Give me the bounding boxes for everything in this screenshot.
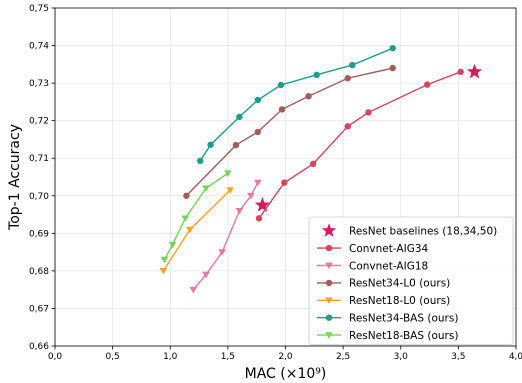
legend: ResNet baselines (18,34,50) Convnet-AIG34…: [308, 216, 514, 346]
y-tick-label: 0,66: [29, 342, 49, 352]
y-tick-label: 0,72: [29, 117, 49, 127]
data-point: [168, 241, 177, 249]
legend-marker: [325, 279, 333, 287]
data-point: [186, 226, 194, 234]
data-point: [254, 179, 262, 187]
data-point: [389, 64, 396, 72]
data-point: [278, 106, 286, 113]
data-point: [255, 215, 263, 222]
legend-marker: [325, 244, 333, 252]
y-tick-label: 0,68: [29, 267, 49, 277]
data-point: [457, 68, 464, 76]
data-point: [247, 192, 255, 200]
data-point: [254, 128, 262, 136]
data-point: [197, 157, 204, 165]
series-5: [197, 44, 396, 165]
data-point: [189, 286, 198, 294]
series-line: [258, 71, 461, 219]
legend-item: Convnet-AIG18: [317, 260, 428, 272]
legend-marker: [325, 297, 333, 304]
ticks: 0,0 0,5 1,0 1,5 2,0 2,5 3,0 3,5 4,0 0,66 0,67 0,68 0…: [29, 4, 522, 362]
data-point: [226, 187, 234, 194]
x-tick-label: 1,5: [221, 352, 235, 362]
legend-label: Convnet-AIG34: [349, 243, 429, 255]
x-tick-label: 0,0: [48, 352, 63, 362]
legend-item: Convnet-AIG34: [317, 243, 429, 255]
legend-marker: [325, 262, 333, 270]
legend-label: ResNet18-L0 (ours): [349, 295, 450, 307]
data-point: [207, 141, 214, 148]
legend-label: ResNet34-L0 (ours): [349, 278, 450, 290]
data-point: [344, 75, 351, 82]
y-tick-label: 0,74: [29, 42, 49, 52]
series-6: [160, 170, 232, 264]
legend-box: [308, 216, 514, 346]
data-point: [183, 192, 190, 199]
x-tick-label: 3,0: [394, 352, 409, 362]
data-point: [218, 249, 226, 256]
data-point: [236, 113, 243, 121]
y-tick-label: 0,75: [29, 4, 49, 14]
x-tick-label: 2,5: [336, 352, 350, 362]
x-tick-label: 3,5: [451, 352, 465, 362]
legend-item: ResNet34-L0 (ours): [317, 278, 450, 290]
legend-marker: [325, 332, 333, 339]
data-point: [232, 141, 240, 149]
legend-label: ResNet baselines (18,34,50): [349, 226, 497, 238]
data-point: [281, 179, 288, 186]
legend-item: ResNet18-L0 (ours): [317, 295, 450, 307]
y-tick-label: 0,73: [29, 79, 49, 89]
x-tick-label: 0,5: [105, 352, 119, 362]
series-line: [199, 47, 393, 162]
legend-item: ResNet baselines (18,34,50): [321, 223, 497, 238]
x-axis-label: MAC (×10⁹): [245, 366, 327, 382]
legend-label: ResNet18-BAS (ours): [349, 330, 458, 342]
data-point: [235, 207, 244, 215]
series-line: [192, 182, 259, 291]
data-point: [349, 61, 356, 69]
series-layer: [159, 44, 483, 294]
data-point: [389, 44, 396, 52]
series-1: [255, 68, 464, 222]
series-line: [185, 67, 393, 197]
series-2: [189, 179, 262, 294]
legend-marker: [325, 314, 333, 321]
legend-item: ResNet34-BAS (ours): [317, 313, 458, 325]
legend-label: Convnet-AIG18: [349, 260, 428, 272]
data-point: [277, 81, 285, 89]
star-point: [466, 63, 483, 79]
data-point: [254, 96, 262, 104]
legend-label: ResNet34-BAS (ours): [349, 313, 458, 325]
y-tick-label: 0,71: [29, 154, 49, 164]
y-axis-label: Top-1 Accuracy: [7, 124, 23, 231]
data-point: [424, 81, 431, 88]
data-point: [160, 256, 169, 264]
series-4: [159, 187, 234, 275]
data-point: [305, 93, 312, 100]
x-tick-label: 4,0: [509, 352, 522, 362]
data-point: [181, 215, 190, 222]
x-tick-label: 2,0: [278, 352, 293, 362]
star-point: [254, 197, 271, 212]
y-tick-label: 0,70: [29, 192, 49, 202]
data-point: [159, 268, 168, 275]
legend-marker: [321, 223, 337, 237]
data-point: [309, 160, 317, 168]
series-0: [254, 63, 483, 212]
x-tick-label: 1,0: [163, 352, 178, 362]
data-point: [365, 109, 372, 116]
data-point: [313, 71, 320, 79]
data-point: [224, 170, 232, 177]
data-point: [202, 271, 210, 279]
y-tick-label: 0,67: [29, 304, 49, 314]
legend-item: ResNet18-BAS (ours): [317, 330, 458, 342]
data-point: [344, 123, 351, 130]
data-point: [202, 185, 210, 192]
y-tick-label: 0,69: [29, 229, 49, 239]
series-3: [183, 64, 396, 199]
